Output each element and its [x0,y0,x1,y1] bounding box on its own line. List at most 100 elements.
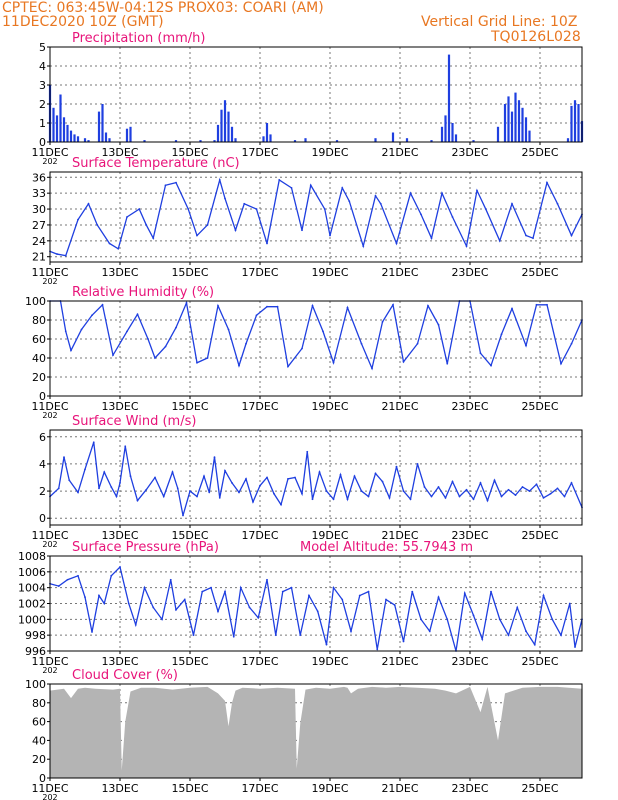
wind-data-point [430,495,433,498]
rh-data-point [196,361,198,364]
precip-bar [440,126,444,142]
pres-data-point [217,610,219,613]
wind-data-point [500,495,503,498]
y-tick-label: 40 [32,352,46,365]
rh-data-point [322,330,324,333]
precip-bar [510,111,514,142]
y-tick-label: 30 [32,203,46,216]
x-tick-label: 15DEC [171,146,208,159]
temp-data-point [362,245,365,248]
pres-data-point [316,610,319,613]
wind-data-point [486,499,489,502]
pres-data-point [110,574,113,577]
x-tick-label: 19DEC [311,400,348,413]
wind-data-point [542,496,545,499]
temp-series-line [49,177,583,257]
temp-data-point [152,237,155,240]
wind-data-point [280,503,282,506]
temp-data-point [255,208,258,210]
wind-data-point [549,492,552,495]
temp-data-point [420,213,422,216]
rh-data-point [217,304,219,307]
temp-data-point [323,208,326,210]
y-tick-label: 5 [39,41,46,54]
precip-bar [220,109,223,142]
x-tick-label: 15DEC [171,655,208,668]
x-year-label: 202 [42,157,57,166]
x-tick-label: 23DEC [451,782,488,795]
rh-data-point [392,303,394,306]
wind-data-point [110,486,113,488]
wind-data-point [145,488,148,491]
x-year-label: 202 [42,793,57,800]
x-tick-label: 13DEC [101,529,138,542]
panel-title: Surface Temperature (nC) [72,156,240,171]
wind-data-point [238,491,240,494]
panel-title: Precipitation (mm/h) [72,31,205,46]
temp-data-point [409,192,412,195]
y-tick-label: 0 [39,772,46,785]
x-tick-label: 13DEC [101,782,138,795]
rh-data-point [427,304,429,307]
x-tick-label: 11DEC [31,529,68,542]
temp-data-point [374,194,377,197]
temp-data-point [117,247,120,250]
rh-data-point [64,330,67,333]
x-year-label: 202 [42,411,57,420]
x-tick-label: 15DEC [171,400,208,413]
pres-data-point [358,594,361,597]
temp-data-point [570,234,573,237]
y-tick-label: 80 [32,314,46,327]
precip-bar [83,138,87,142]
wind-data-point [521,486,524,488]
temp-data-point [430,237,433,240]
x-tick-label: 11DEC [31,266,68,279]
y-tick-label: 1002 [18,598,46,611]
temp-data-point [206,224,209,226]
pres-data-point [332,586,335,589]
y-tick-label: 27 [32,219,46,232]
x-tick-label: 19DEC [311,266,348,279]
wind-data-point [388,496,391,499]
pres-data-point [210,586,212,589]
precip-bar [524,117,528,142]
wind-series-line [49,442,583,516]
precip-bar [69,130,73,142]
y-tick-label: 20 [32,753,46,766]
x-tick-label: 21DEC [381,400,418,413]
panel-title: Surface Wind (m/s) [72,414,196,429]
pres-data-point [127,602,130,605]
panel-frame [49,683,583,779]
rh-data-point [416,342,419,345]
rh-data-point [402,360,405,363]
y-tick-label: 100 [25,678,46,691]
rh-data-point [245,342,247,345]
pres-data-point [551,618,554,621]
pres-data-point [507,634,510,637]
x-tick-label: 13DEC [101,655,138,668]
temp-data-point [525,234,527,237]
pres-data-point [393,604,396,606]
precip-bar [430,140,433,142]
precip-bar [566,138,570,142]
y-tick-label: 0 [39,136,46,149]
temp-data-point [175,181,177,184]
precip-bar [52,107,55,142]
pres-data-point [290,586,293,589]
pres-data-point [169,578,172,581]
x-tick-label: 17DEC [241,400,278,413]
pres-data-point [376,648,379,651]
x-tick-label: 19DEC [311,146,348,159]
pres-data-point [281,590,284,593]
precip-bar [503,104,507,142]
x-year-label: 202 [42,666,57,675]
x-tick-label: 15DEC [171,266,208,279]
wind-data-point [493,479,496,482]
wind-data-point [339,473,342,476]
y-tick-label: 20 [32,371,46,384]
temp-data-point [511,202,513,205]
x-tick-label: 23DEC [451,266,488,279]
wind-data-point [154,476,156,479]
x-tick-label: 25DEC [521,655,558,668]
wind-data-point [259,484,261,487]
